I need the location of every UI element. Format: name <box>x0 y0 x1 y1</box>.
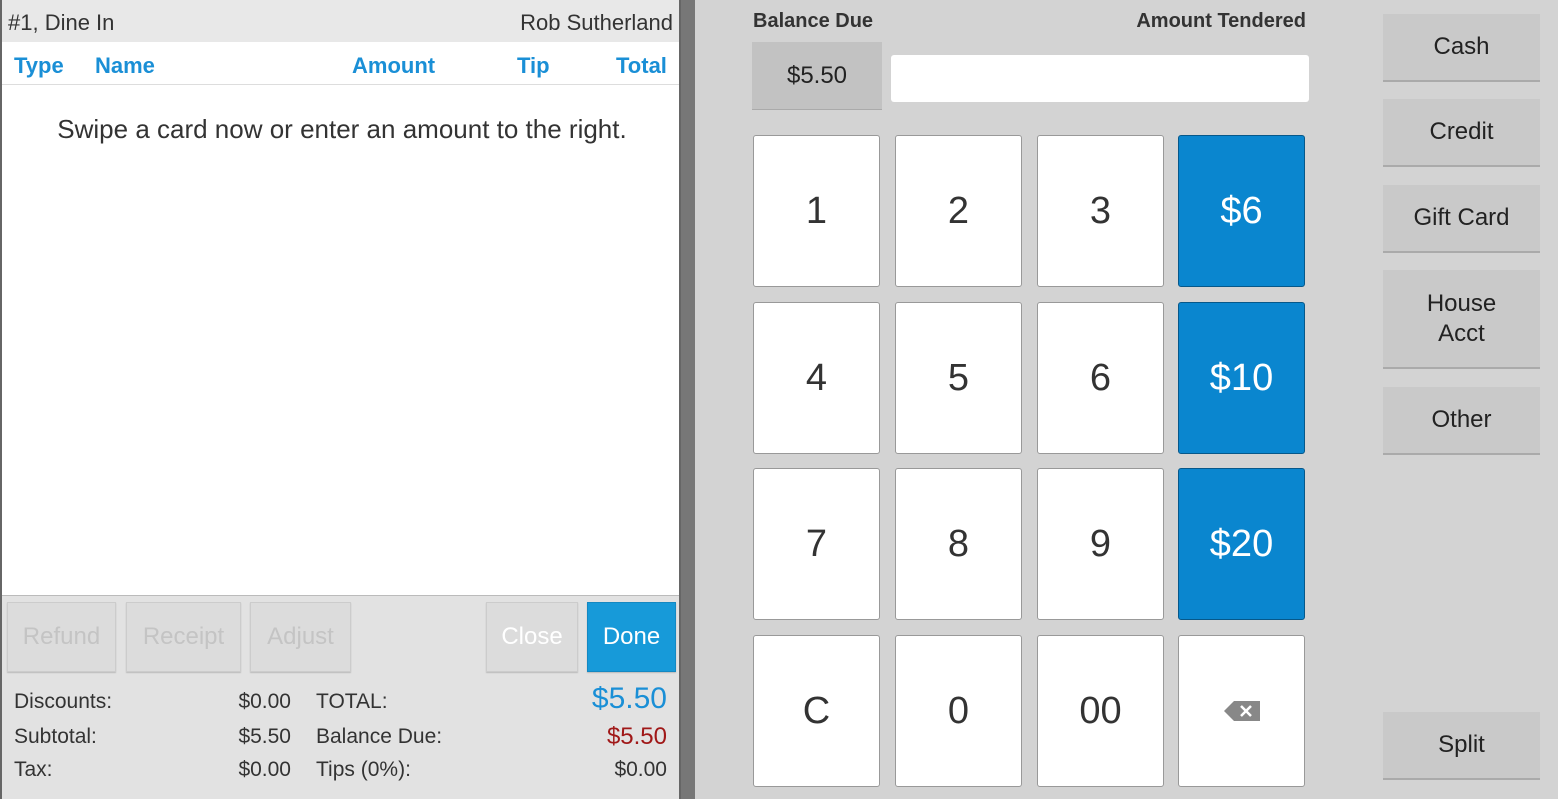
order-title: #1, Dine In <box>8 10 115 35</box>
other-button[interactable]: Other <box>1383 387 1540 455</box>
split-button[interactable]: Split <box>1383 712 1540 780</box>
key-dollar-10[interactable]: $10 <box>1178 302 1305 454</box>
order-footer: Refund Receipt Adjust Close Done Discoun… <box>2 595 679 799</box>
close-button[interactable]: Close <box>486 602 578 672</box>
backspace-key[interactable] <box>1178 635 1305 787</box>
amount-tendered-input[interactable] <box>891 55 1309 102</box>
total-label: TOTAL: <box>316 690 388 713</box>
receipt-button[interactable]: Receipt <box>126 602 241 672</box>
col-tip[interactable]: Tip <box>517 53 550 78</box>
tax-label: Tax: <box>14 758 53 781</box>
tips-label: Tips (0%): <box>316 758 411 781</box>
key-0[interactable]: 0 <box>895 635 1022 787</box>
house-acct-button[interactable]: House Acct <box>1383 270 1540 369</box>
order-header: #1, Dine In Rob Sutherland <box>2 0 679 42</box>
key-7[interactable]: 7 <box>753 468 880 620</box>
cash-button[interactable]: Cash <box>1383 14 1540 82</box>
balance-due-value: $5.50 <box>606 723 667 750</box>
discounts-value: $0.00 <box>238 690 291 713</box>
key-5[interactable]: 5 <box>895 302 1022 454</box>
tax-value: $0.00 <box>238 758 291 781</box>
gift-card-button[interactable]: Gift Card <box>1383 185 1540 253</box>
col-name[interactable]: Name <box>95 53 155 78</box>
col-total[interactable]: Total <box>616 53 667 78</box>
total-value: $5.50 <box>591 682 667 715</box>
balance-due-label: Balance Due: <box>316 725 443 748</box>
key-C[interactable]: C <box>753 635 880 787</box>
done-button[interactable]: Done <box>587 602 676 672</box>
discounts-label: Discounts: <box>14 690 113 713</box>
panel-divider <box>681 0 695 799</box>
key-9[interactable]: 9 <box>1037 468 1164 620</box>
key-dollar-6[interactable]: $6 <box>1178 135 1305 287</box>
tips-value: $0.00 <box>614 758 667 781</box>
instruction-message: Swipe a card now or enter an amount to t… <box>57 114 627 144</box>
subtotal-value: $5.50 <box>238 725 291 748</box>
adjust-button[interactable]: Adjust <box>250 602 351 672</box>
backspace-icon <box>1223 701 1260 721</box>
credit-button[interactable]: Credit <box>1383 99 1540 167</box>
key-6[interactable]: 6 <box>1037 302 1164 454</box>
key-2[interactable]: 2 <box>895 135 1022 287</box>
col-type[interactable]: Type <box>14 53 64 78</box>
key-dollar-20[interactable]: $20 <box>1178 468 1305 620</box>
server-name: Rob Sutherland <box>520 10 673 35</box>
key-3[interactable]: 3 <box>1037 135 1164 287</box>
amount-tendered-heading: Amount Tendered <box>1136 10 1306 32</box>
key-8[interactable]: 8 <box>895 468 1022 620</box>
payment-columns-header: Type Name Amount Tip Total <box>2 42 679 85</box>
order-panel: #1, Dine In Rob Sutherland Type Name Amo… <box>0 0 681 799</box>
key-1[interactable]: 1 <box>753 135 880 287</box>
balance-due-heading: Balance Due <box>753 10 874 32</box>
subtotal-label: Subtotal: <box>14 725 97 748</box>
balance-due-display: $5.50 <box>752 42 882 110</box>
col-amount[interactable]: Amount <box>352 53 436 78</box>
key-4[interactable]: 4 <box>753 302 880 454</box>
refund-button[interactable]: Refund <box>7 602 116 672</box>
key-00[interactable]: 00 <box>1037 635 1164 787</box>
